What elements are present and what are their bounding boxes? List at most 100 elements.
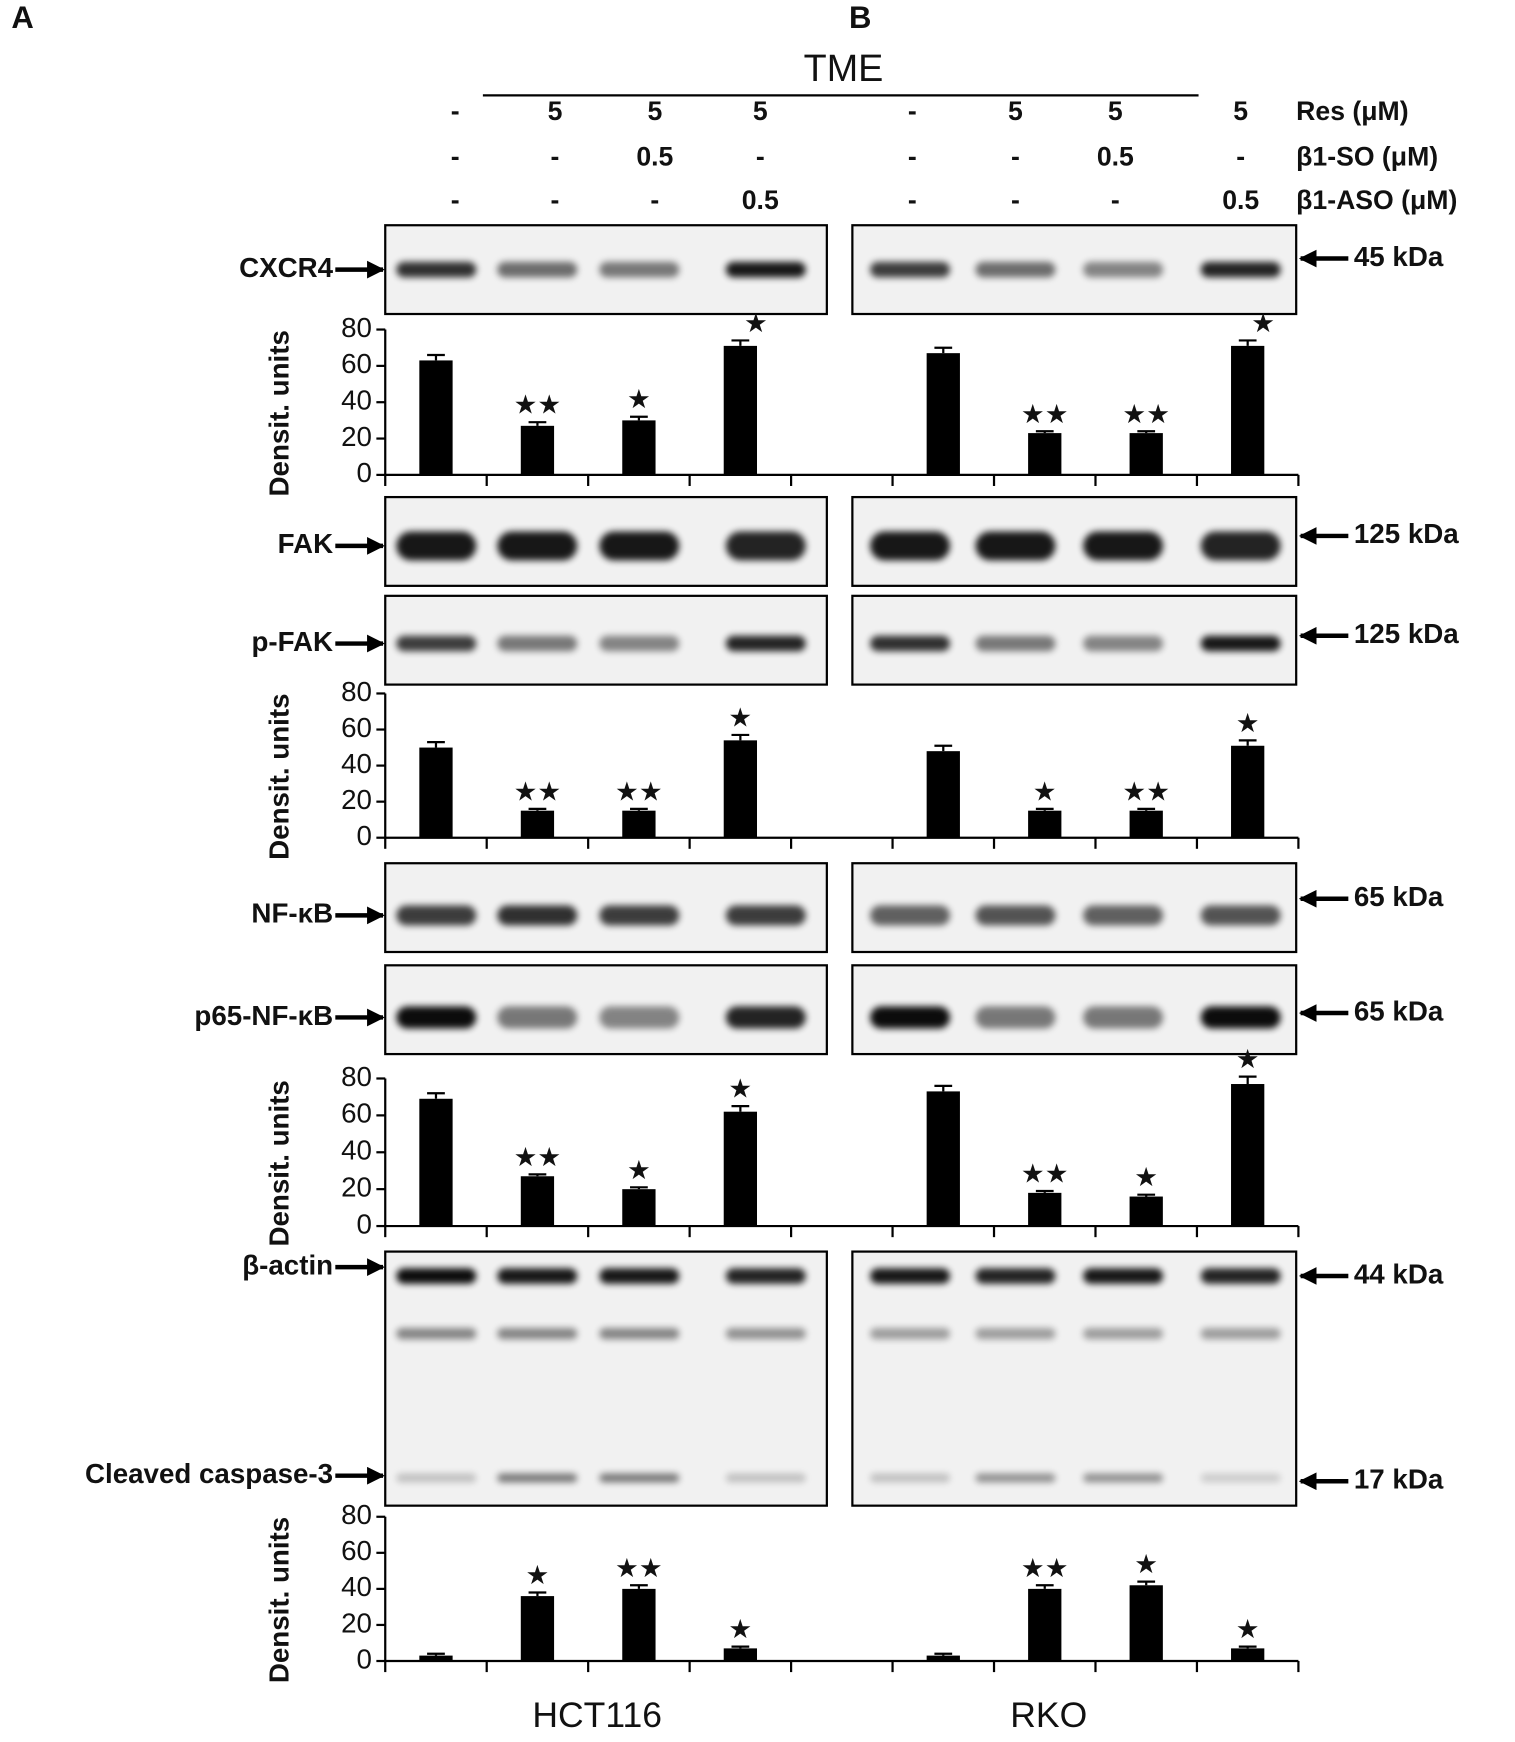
significance: ★: [1236, 708, 1260, 738]
blot-band: [1083, 1006, 1164, 1029]
error-bar: [427, 741, 445, 748]
significance: ★: [1251, 308, 1275, 338]
significance: ★★: [1122, 776, 1170, 806]
blot-band: [497, 261, 578, 278]
molecular-weight: 125 kDa: [1354, 518, 1459, 549]
y-tick-label: 20: [341, 421, 372, 452]
blot-label: Cleaved caspase-3: [85, 1458, 333, 1489]
error-bar: [1137, 1580, 1156, 1586]
blot-band: [396, 1473, 477, 1483]
treatment-value: -: [1011, 142, 1020, 172]
treatment-value: -: [1011, 185, 1020, 215]
treatment-value: 5: [1108, 96, 1123, 126]
y-tick-label: 60: [341, 348, 372, 379]
blot-band: [1200, 1328, 1281, 1340]
bar: [723, 1111, 758, 1227]
blot-band: [870, 1473, 951, 1483]
panel-label: A: [11, 0, 33, 35]
treatment-value: -: [451, 96, 460, 126]
blot-band: [1083, 531, 1164, 561]
blot-band: [497, 1328, 578, 1340]
bar: [1231, 345, 1265, 475]
blot-band: [396, 635, 477, 652]
blot-band: [599, 531, 680, 561]
treatment-value: 0.5: [636, 142, 673, 172]
y-tick-label: 20: [341, 1171, 372, 1202]
error-bar: [630, 415, 648, 421]
y-tick-label: 0: [357, 820, 372, 851]
error-bar: [731, 1645, 750, 1649]
bar: [419, 1098, 453, 1227]
blot-label: CXCR4: [239, 252, 334, 283]
treatment-label: β1-ASO (μM): [1296, 185, 1457, 215]
blot-band: [1083, 635, 1164, 652]
error-bar: [1238, 739, 1257, 746]
treatment-value: -: [650, 185, 659, 215]
blot-band: [396, 261, 477, 278]
error-bar: [1035, 1584, 1054, 1589]
significance: ★★: [1122, 399, 1170, 429]
significance: ★: [728, 1074, 752, 1104]
blot-band: [975, 905, 1056, 926]
blot-band: [870, 1328, 951, 1340]
error-bar: [934, 1084, 953, 1092]
molecular-weight: 65 kDa: [1354, 995, 1444, 1026]
molecular-weight: 17 kDa: [1354, 1464, 1444, 1495]
significance: ★: [744, 308, 768, 338]
blot-band: [870, 531, 951, 561]
blot-band: [497, 1006, 578, 1029]
error-bar: [528, 1173, 547, 1177]
bar: [1129, 810, 1163, 838]
bar: [1231, 1084, 1265, 1227]
y-tick-label: 20: [341, 784, 372, 815]
blot-band: [1083, 1473, 1164, 1483]
significance: ★★: [1021, 1553, 1069, 1583]
bar: [622, 1189, 656, 1227]
error-bar: [731, 339, 750, 346]
y-axis-title: Densit. units: [263, 1080, 294, 1246]
blot-label: NF-κB: [251, 898, 333, 929]
y-axis-title: Densit. units: [263, 694, 294, 860]
blot-band: [975, 1268, 1056, 1284]
blot-band: [870, 1006, 951, 1029]
treatment-value: -: [908, 96, 917, 126]
blot-band: [599, 1006, 680, 1029]
blot-band: [599, 905, 680, 926]
blot-band: [497, 1473, 578, 1483]
error-bar: [427, 1092, 445, 1099]
bar: [520, 425, 555, 475]
significance: ★: [1033, 776, 1057, 806]
blot-band: [599, 1473, 680, 1483]
blot-band: [975, 261, 1056, 278]
treatment-value: -: [551, 185, 560, 215]
treatment-value: -: [908, 185, 917, 215]
blot-band: [725, 531, 806, 561]
y-tick-label: 40: [341, 748, 372, 779]
treatment-label: Res (μM): [1296, 96, 1408, 126]
treatment-value: -: [551, 142, 560, 172]
treatment-value: -: [1236, 142, 1245, 172]
bar: [419, 360, 453, 475]
blot-band: [975, 1328, 1056, 1340]
blot-band: [870, 1268, 951, 1284]
bar: [1028, 1588, 1062, 1662]
blot-band: [396, 905, 477, 926]
significance: ★: [728, 702, 752, 732]
cell-line: HCT116: [532, 1695, 662, 1735]
y-tick-label: 0: [357, 1643, 372, 1674]
error-bar: [1137, 430, 1156, 434]
y-tick-label: 20: [341, 1607, 372, 1638]
bar: [520, 1176, 555, 1227]
bar: [1231, 745, 1265, 838]
significance: ★★: [514, 390, 562, 420]
error-bar: [1238, 339, 1257, 346]
molecular-weight: 44 kDa: [1354, 1258, 1444, 1289]
header: TME: [804, 47, 884, 89]
blot-label: p65-NF-κB: [194, 1000, 333, 1031]
significance: ★: [1134, 1549, 1158, 1579]
y-tick-label: 0: [357, 457, 372, 488]
blot-band: [599, 1328, 680, 1340]
blot-band: [1083, 1268, 1164, 1284]
y-tick-label: 80: [341, 1499, 372, 1530]
bar: [1028, 810, 1062, 838]
